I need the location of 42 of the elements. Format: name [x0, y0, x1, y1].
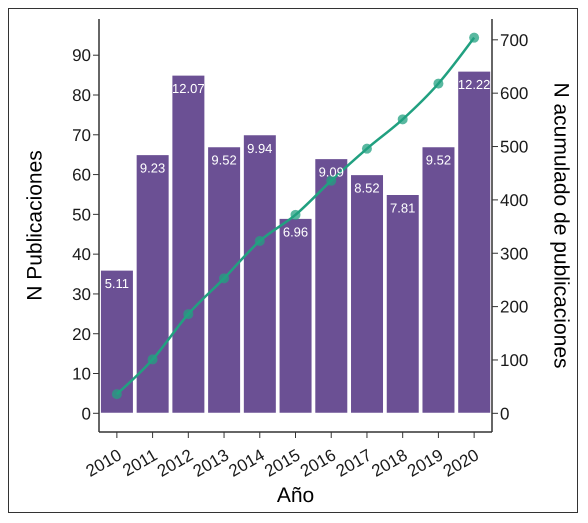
y-tick-label: 90 — [72, 46, 91, 66]
point — [183, 309, 194, 320]
annotation: 7.81 — [390, 200, 416, 216]
annotation: 9.09 — [318, 164, 344, 180]
point — [148, 354, 158, 364]
point — [112, 389, 122, 400]
y2-tick-label: 200 — [500, 298, 528, 317]
y-tick-label: 20 — [72, 324, 91, 344]
y-tick-label: 50 — [72, 205, 91, 224]
y2-tick-label: 0 — [500, 404, 510, 424]
y2-tick-label: 100 — [500, 351, 528, 370]
y2-tick-label: 600 — [500, 84, 528, 104]
point — [219, 273, 230, 284]
annotation: 9.23 — [140, 160, 166, 176]
annotation: 9.94 — [247, 140, 272, 156]
y2-axis-title: N acumulado de publicaciones — [550, 82, 573, 369]
point — [254, 236, 265, 246]
annotation: 6.96 — [282, 224, 308, 240]
y2-tick-label: 300 — [500, 244, 528, 264]
point — [290, 210, 300, 220]
point — [398, 114, 408, 124]
y2-tick-label: 400 — [500, 190, 528, 210]
x-axis-title: Año — [276, 484, 314, 507]
annotation: 12.22 — [458, 77, 490, 92]
y-tick-label: 0 — [82, 404, 91, 424]
y-tick-label: 10 — [72, 364, 91, 384]
y2-tick-label: 500 — [500, 138, 528, 157]
y2-tick-label: 700 — [500, 30, 528, 50]
y-tick-label: 80 — [72, 86, 91, 106]
annotation: 8.52 — [354, 180, 380, 196]
y-axis-title: N Publicaciones — [23, 150, 46, 301]
point — [469, 32, 480, 43]
point — [433, 78, 444, 89]
annotation: 9.52 — [211, 152, 237, 168]
y-tick-label: 70 — [72, 126, 91, 145]
annotation: 12.07 — [172, 81, 205, 96]
point — [362, 144, 372, 154]
y-tick-label: 60 — [72, 166, 91, 185]
annotation: 5.11 — [104, 276, 130, 292]
y-tick-label: 40 — [72, 245, 91, 264]
annotation: 9.52 — [426, 152, 452, 168]
y-tick-label: 30 — [72, 284, 91, 304]
